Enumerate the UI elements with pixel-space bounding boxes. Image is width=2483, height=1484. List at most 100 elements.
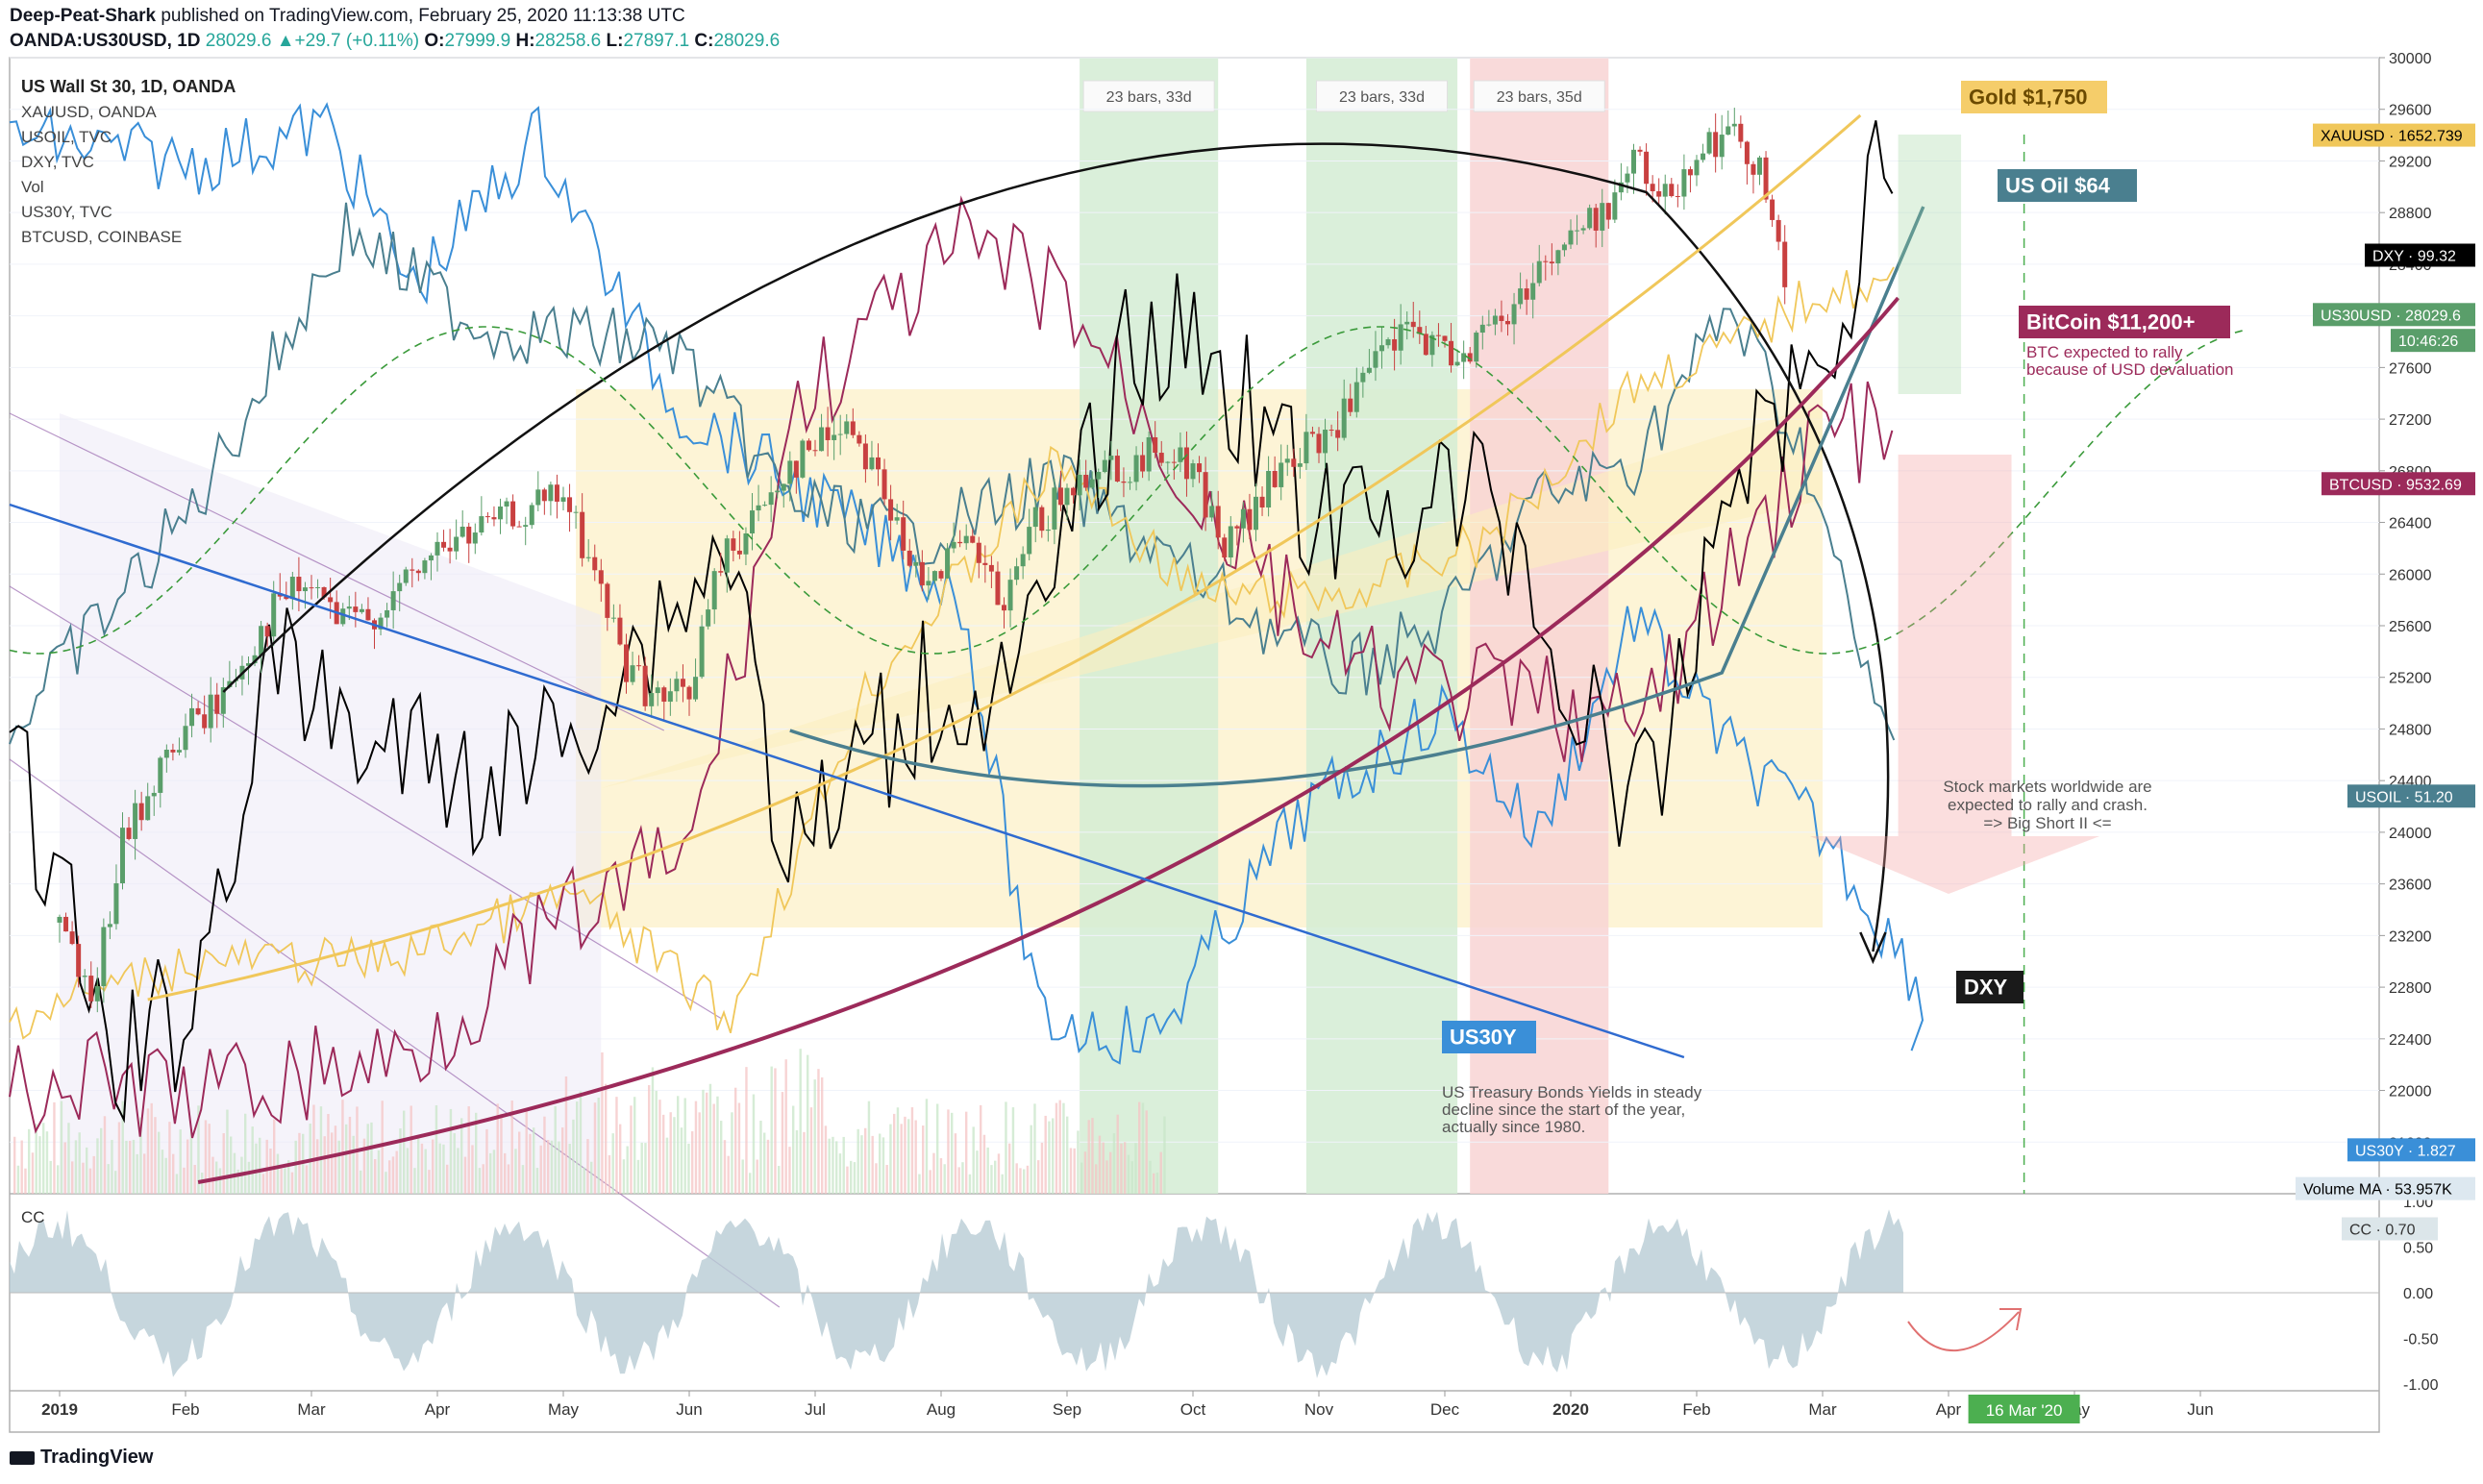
volume-bar: [579, 1091, 583, 1194]
candle-body: [170, 749, 176, 753]
volume-bar: [1141, 1102, 1145, 1194]
candle-body: [1650, 184, 1655, 191]
candle-body: [94, 986, 100, 1002]
zone-label-box: [1473, 80, 1605, 112]
volume-bar: [734, 1087, 737, 1194]
candle-body: [988, 564, 994, 572]
candle-body: [617, 617, 623, 645]
symbol-name: OANDA:US30USD, 1D: [10, 31, 201, 51]
candle-body: [63, 916, 69, 932]
volume-bar: [778, 1166, 781, 1194]
volume-bar: [154, 1117, 157, 1194]
volume-bar: [463, 1156, 467, 1194]
us30y-note-line: US Treasury Bonds Yields in steady: [1442, 1083, 1702, 1101]
candle-body: [560, 497, 566, 502]
cc-rise-arrow: [1907, 1311, 2020, 1352]
volume-bar: [986, 1147, 989, 1194]
candle-body: [938, 571, 944, 579]
volume-bar: [763, 1132, 766, 1194]
volume-bar: [294, 1140, 297, 1194]
candle-body: [655, 687, 660, 694]
cc-rise-arrow-head: [1999, 1308, 2023, 1331]
volume-bar: [49, 1160, 52, 1194]
candle-body: [410, 569, 415, 571]
candle-body: [541, 489, 547, 502]
volume-bar: [766, 1139, 770, 1194]
candle-body: [913, 561, 919, 566]
candle-body: [1360, 372, 1366, 383]
price-axis[interactable]: 3000029600292002880028400280002760027200…: [2296, 51, 2475, 1200]
tradingview-logo-icon: [10, 1450, 35, 1465]
candle-body: [340, 608, 346, 625]
volume-bar: [485, 1128, 488, 1194]
volume-bar: [366, 1124, 369, 1194]
y-tick-label: 22800: [2389, 980, 2432, 997]
volume-bar: [626, 1146, 629, 1194]
candle-body: [1637, 149, 1643, 152]
candle-body: [686, 686, 692, 700]
volume-bar: [1005, 1101, 1007, 1194]
volume-bar: [247, 1161, 251, 1194]
volume-bar: [1116, 1114, 1119, 1194]
candle-body: [1392, 338, 1398, 351]
candle-body: [113, 883, 119, 925]
candle-body: [610, 617, 616, 619]
stock-note-line: Stock markets worldwide are: [1943, 778, 2151, 796]
candle-body: [202, 714, 208, 729]
volume-bar: [136, 1153, 138, 1194]
btc-target-label-box: [2019, 306, 2230, 338]
volume-bar: [518, 1131, 521, 1194]
candle-body: [781, 483, 786, 491]
candle-body: [176, 750, 182, 753]
volume-bar: [197, 1105, 200, 1194]
candle-body: [1385, 338, 1391, 346]
candle-body: [1171, 461, 1177, 463]
volume-bar: [968, 1174, 972, 1194]
candle-body: [264, 626, 270, 637]
candle-body: [454, 536, 459, 552]
candle-body: [1335, 430, 1341, 438]
footer-brand: TradingView: [10, 1447, 153, 1469]
candle-body: [1687, 169, 1693, 176]
time-axis[interactable]: 2019 Feb Mar Apr May Jun Jul Aug Sep Oct Nov Dec 202…: [41, 1391, 2214, 1423]
volume-bar: [817, 1069, 820, 1194]
volume-bar: [954, 1133, 957, 1194]
volume-bar: [792, 1105, 795, 1194]
volume-bar: [28, 1128, 31, 1194]
candle-body: [510, 501, 516, 527]
volume-bar: [593, 1102, 597, 1194]
candle-body: [133, 803, 138, 839]
y-tick-label: 29600: [2389, 103, 2432, 119]
candle-body: [484, 516, 490, 518]
close-label: C:: [694, 31, 714, 51]
volume-bar: [1124, 1142, 1127, 1194]
zone-label: 23 bars, 33d: [1339, 89, 1425, 106]
author-name[interactable]: Deep-Peat-Shark: [10, 6, 157, 26]
volume-bar: [813, 1079, 816, 1194]
volume-bar: [388, 1160, 391, 1194]
candle-body: [1323, 430, 1328, 454]
volume-bar: [799, 1049, 802, 1194]
candle-body: [284, 596, 289, 600]
volume-bar: [510, 1101, 513, 1194]
volume-bar: [885, 1165, 888, 1194]
volume-bars: [13, 1049, 1166, 1194]
us30y-note-line: actually since 1980.: [1442, 1118, 1585, 1136]
volume-bar: [211, 1156, 214, 1194]
volume-bar: [572, 1119, 575, 1194]
volume-bar: [139, 1117, 142, 1194]
symbol-line: OANDA:US30USD, 1D 28029.6 ▲+29.7 (+0.11%…: [10, 29, 780, 54]
candle-body: [1404, 321, 1410, 325]
volume-bar: [644, 1143, 647, 1194]
volume-bar: [150, 1102, 153, 1194]
volume-bar: [857, 1128, 859, 1194]
volume-bar: [832, 1136, 834, 1194]
volume-bar: [385, 1172, 387, 1194]
open-label: O:: [424, 31, 445, 51]
y-tick-label: 29200: [2389, 154, 2432, 170]
candle-body: [76, 944, 82, 977]
candle-body: [1461, 353, 1467, 362]
candle-body: [642, 665, 648, 706]
candle-body: [881, 469, 887, 500]
